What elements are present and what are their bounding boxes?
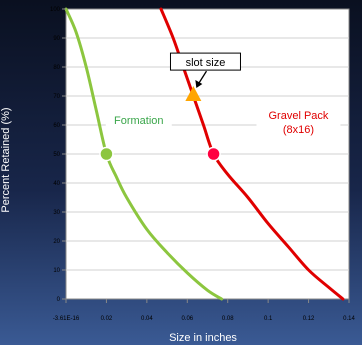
y-axis-label: Percent Retained (%)	[0, 107, 12, 212]
y-tick-label-60: 60	[53, 123, 60, 129]
x-tick-label-2: 0.04	[141, 316, 153, 322]
x-tick-label-4: 0.08	[222, 316, 234, 322]
y-tick-label-10: 10	[53, 268, 60, 274]
y-tick-label-100: 100	[50, 7, 61, 13]
series-label-1: Gravel Pack (8x16)	[269, 110, 329, 136]
y-tick-label-90: 90	[53, 36, 60, 42]
series-label-box-1	[256, 105, 341, 139]
y-tick-label-40: 40	[53, 181, 60, 187]
series-label-box-0	[105, 111, 172, 129]
x-tick-label-6: 0.12	[303, 316, 315, 322]
series-label-0: Formation	[114, 115, 164, 127]
y-tick-label-70: 70	[53, 94, 60, 100]
x-tick-label-3: 0.06	[181, 316, 193, 322]
x-tick-label-5: 0.1	[264, 316, 273, 322]
series-marker-0	[99, 146, 114, 162]
slot-size-label: slot size	[186, 57, 226, 69]
y-tick-label-30: 30	[53, 210, 60, 216]
slot-size-arrow-head	[195, 80, 203, 88]
y-tick-label-0: 0	[57, 297, 61, 303]
slot-size-arrow-line	[197, 70, 208, 85]
slot-size-box	[169, 52, 241, 71]
x-axis-label: Size in inches	[169, 332, 237, 344]
y-tick-label-20: 20	[53, 239, 60, 245]
y-tick-label-50: 50	[53, 152, 60, 158]
x-tick-label-0: -3.61E-16	[53, 316, 80, 322]
series-marker-1	[206, 146, 221, 162]
slot-size-marker	[185, 86, 202, 101]
series-line-0	[64, 7, 224, 301]
y-tick-label-80: 80	[53, 65, 60, 71]
x-tick-label-1: 0.02	[101, 316, 113, 322]
x-tick-label-7: 0.14	[343, 316, 355, 322]
